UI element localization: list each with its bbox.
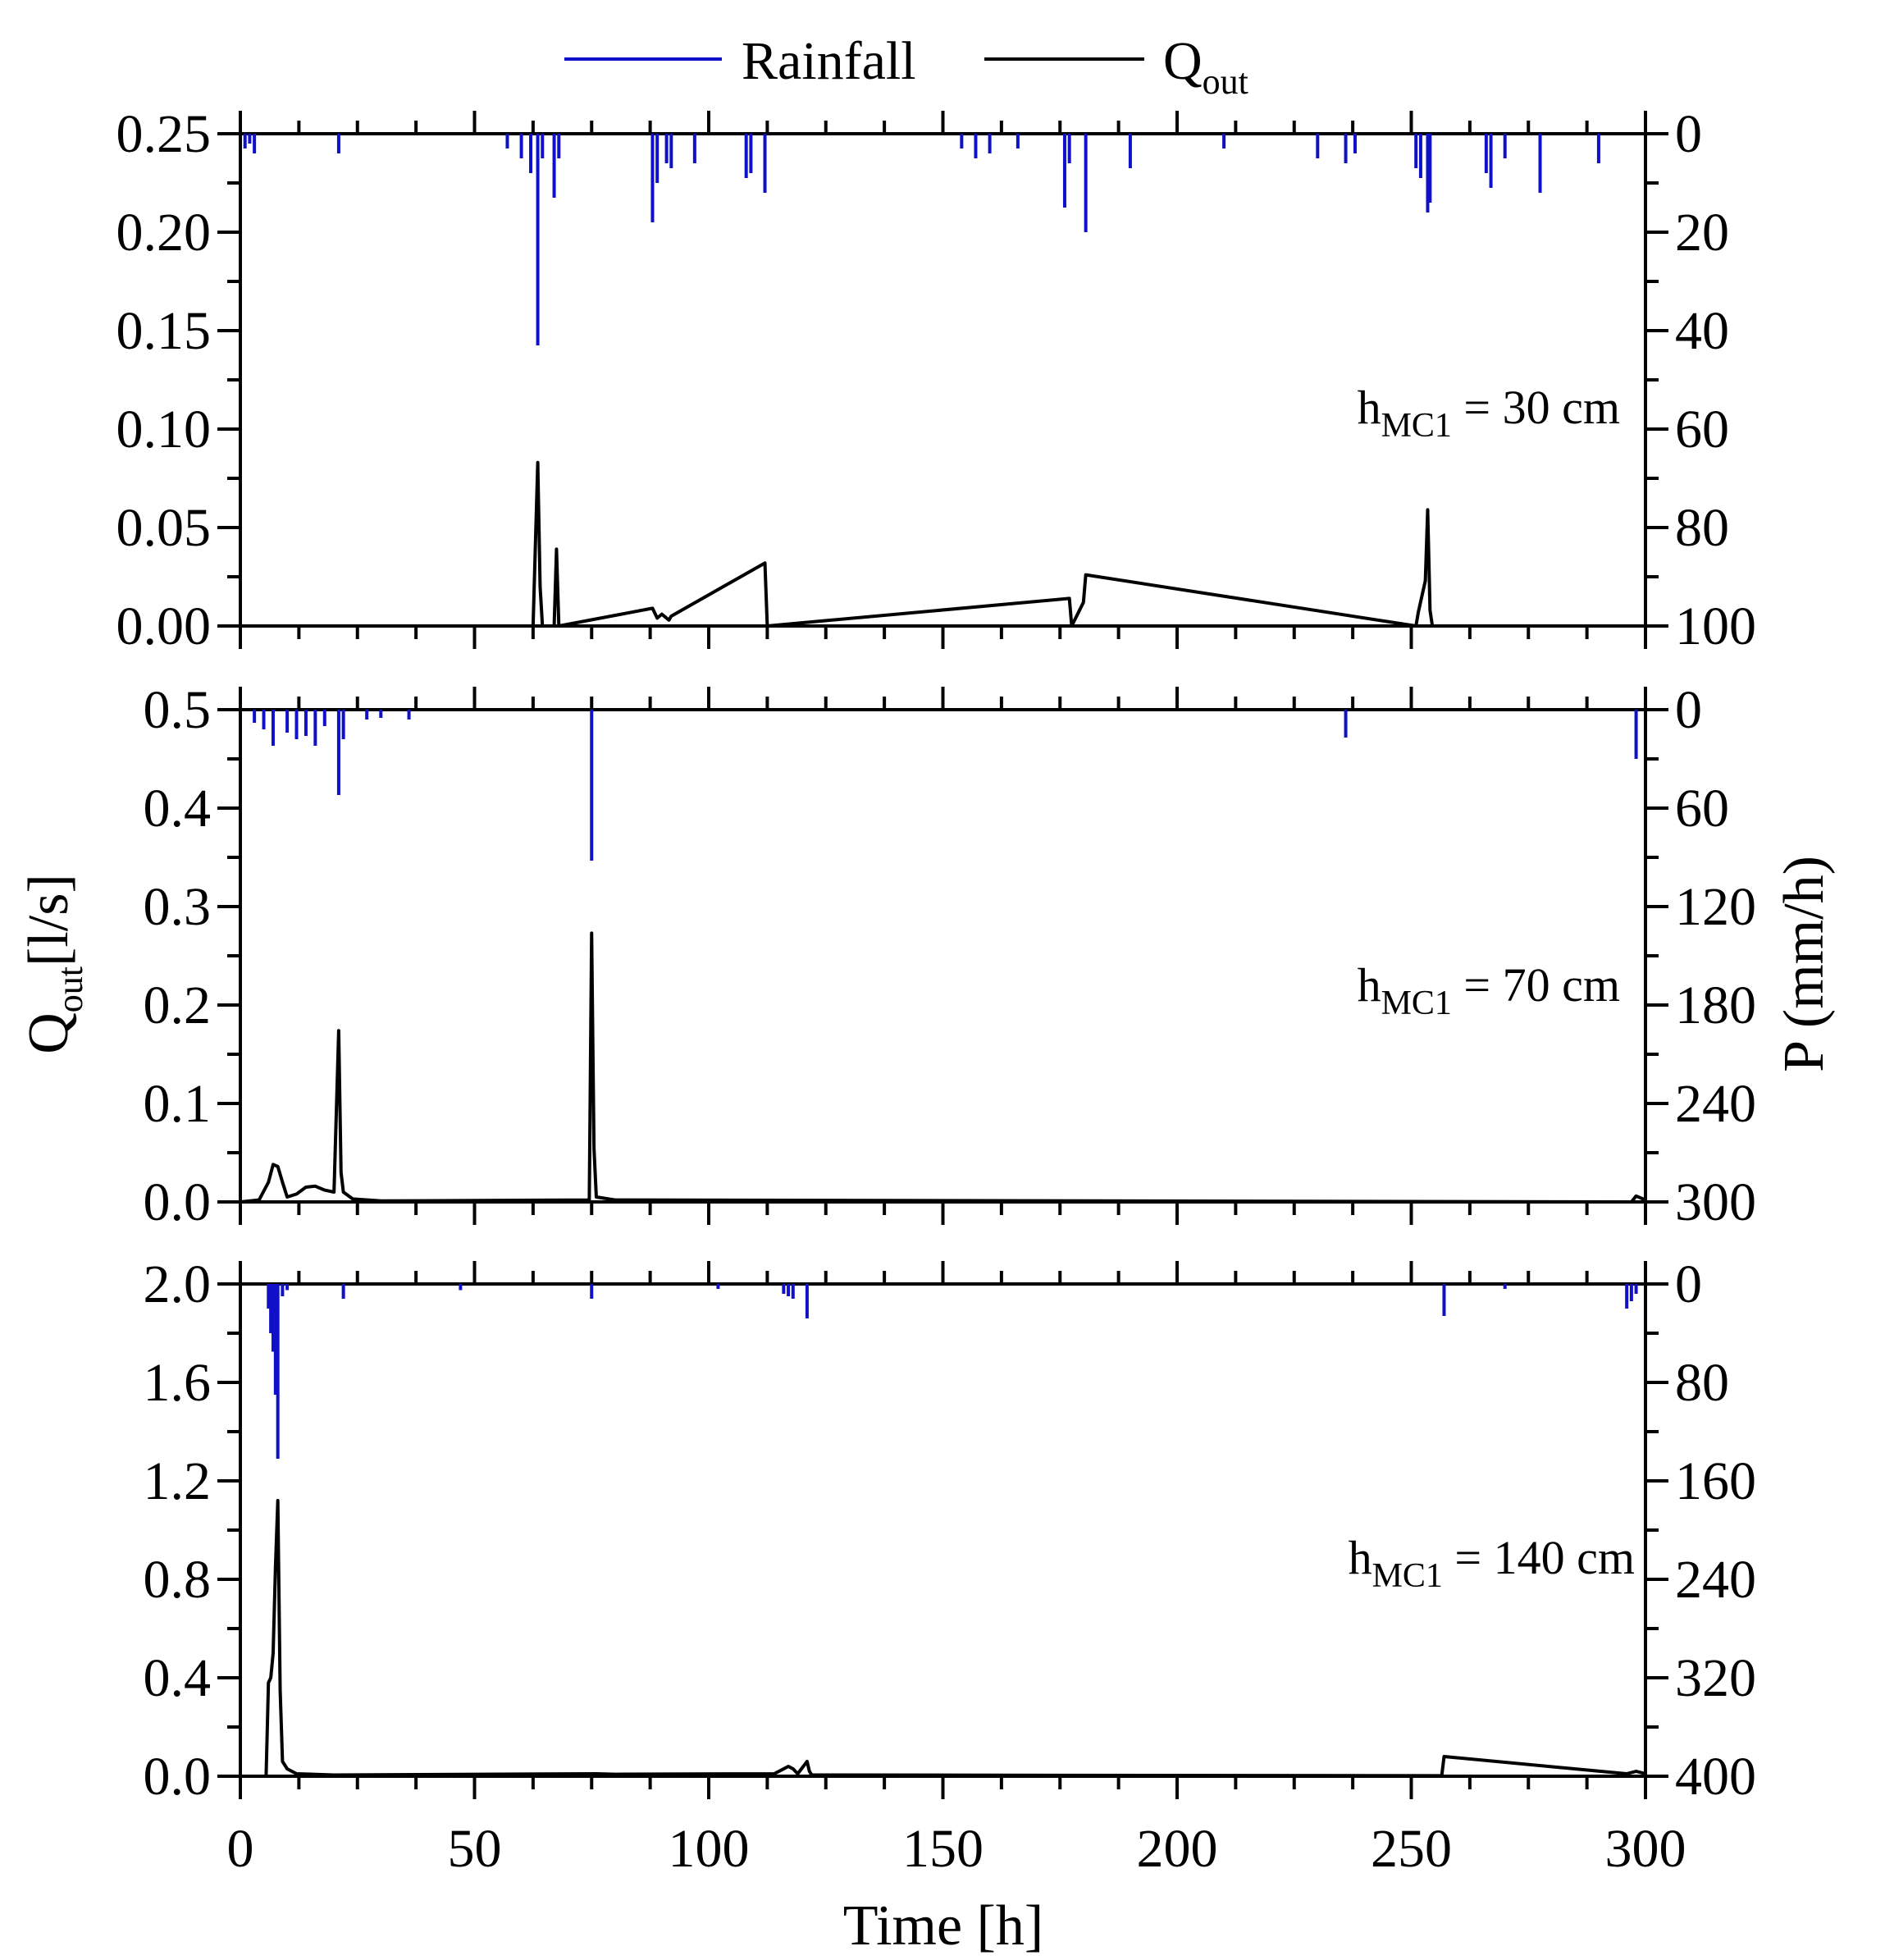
panel-top: 0.25 0.20 0.15 0.10 0.05 0.00 0 20 40 60 80 100 bbox=[116, 104, 1757, 656]
panel-top-annotation-sub: MC1 bbox=[1381, 407, 1452, 445]
middle-y-left-tick-label: 0.4 bbox=[144, 779, 212, 838]
middle-y-right-tick-label: 60 bbox=[1675, 779, 1729, 838]
y-axis-left-title-main: Q bbox=[17, 1012, 80, 1054]
top-y-right-tick-label: 60 bbox=[1675, 400, 1729, 459]
x-tick-label: 200 bbox=[1137, 1819, 1218, 1879]
middle-y-left-tick-label: 0.5 bbox=[144, 680, 212, 740]
middle-y-right-tick-label: 180 bbox=[1675, 975, 1756, 1035]
y-axis-left-title-sub: out bbox=[50, 966, 90, 1012]
panel-middle: 0.5 0.4 0.3 0.2 0.1 0.0 0 60 120 180 240 300 bbox=[144, 680, 1757, 1232]
panel-middle-annotation: hMC1 = 70 cm bbox=[1358, 958, 1620, 1022]
middle-y-left-tick-label: 0.0 bbox=[144, 1172, 212, 1232]
panel-bottom-annotation-rest: = 140 cm bbox=[1443, 1531, 1635, 1584]
bottom-qout-line bbox=[240, 1499, 1647, 1778]
middle-y-left-tick-label: 0.2 bbox=[144, 975, 212, 1035]
top-y-left-tick-label: 0.10 bbox=[116, 400, 212, 459]
top-y-right-tick-label: 100 bbox=[1675, 596, 1756, 656]
x-tick-label: 250 bbox=[1371, 1819, 1452, 1879]
bottom-y-right-tick-label: 0 bbox=[1675, 1254, 1702, 1314]
panel-bottom-annotation-sub: MC1 bbox=[1372, 1557, 1443, 1595]
panel-top-annotation: hMC1 = 30 cm bbox=[1358, 381, 1620, 445]
panel-top-annotation-rest: = 30 cm bbox=[1452, 381, 1620, 434]
middle-qout-line bbox=[240, 931, 1647, 1204]
y-axis-left-title: Qout[l/s] bbox=[17, 874, 90, 1054]
x-tick-label: 150 bbox=[902, 1819, 984, 1879]
bottom-y-left-tick-label: 0.8 bbox=[144, 1550, 212, 1610]
middle-y-right-tick-label: 240 bbox=[1675, 1074, 1756, 1134]
middle-y-left-tick-label: 0.1 bbox=[144, 1074, 212, 1134]
bottom-y-left-tick-label: 0.0 bbox=[144, 1747, 212, 1807]
y-axis-left-title-unit: [l/s] bbox=[17, 874, 80, 966]
middle-y-right-tick-label: 120 bbox=[1675, 877, 1756, 937]
legend-qout-label: Qout bbox=[1163, 31, 1248, 102]
panel-middle-annotation-rest: = 70 cm bbox=[1452, 958, 1620, 1012]
x-tick-label: 0 bbox=[227, 1819, 254, 1879]
middle-y-right-tick-label: 300 bbox=[1675, 1172, 1756, 1232]
panel-bottom-annotation: hMC1 = 140 cm bbox=[1349, 1531, 1635, 1595]
bottom-y-left-tick-label: 1.2 bbox=[144, 1451, 212, 1511]
x-tick-label: 50 bbox=[448, 1819, 502, 1879]
x-axis-title: Time [h] bbox=[843, 1894, 1043, 1958]
y-axis-right-title: P (mm/h) bbox=[1773, 856, 1836, 1072]
legend-qout-main: Q bbox=[1163, 31, 1203, 91]
top-y-right-tick-label: 20 bbox=[1675, 203, 1729, 263]
top-y-right-tick-label: 40 bbox=[1675, 301, 1729, 361]
legend: Rainfall Qout bbox=[564, 31, 1248, 102]
bottom-y-right-tick-label: 320 bbox=[1675, 1648, 1756, 1708]
top-y-left-tick-label: 0.25 bbox=[116, 104, 212, 164]
middle-y-right-tick-label: 0 bbox=[1675, 680, 1702, 740]
top-y-right-tick-label: 0 bbox=[1675, 104, 1702, 164]
top-qout-line bbox=[240, 460, 1645, 628]
middle-y-left-tick-label: 0.3 bbox=[144, 877, 212, 937]
bottom-y-right-tick-label: 240 bbox=[1675, 1550, 1756, 1610]
panel-middle-annotation-h: h bbox=[1358, 958, 1381, 1012]
top-y-right-tick-label: 80 bbox=[1675, 498, 1729, 558]
x-tick-label: 300 bbox=[1605, 1819, 1686, 1879]
bottom-y-left-tick-label: 0.4 bbox=[144, 1648, 212, 1708]
bottom-y-left-tick-label: 2.0 bbox=[144, 1254, 212, 1314]
panel-bottom: 2.0 1.6 1.2 0.8 0.4 0.0 0 80 160 240 320 400 bbox=[144, 1254, 1757, 1807]
legend-qout-sub: out bbox=[1203, 62, 1248, 102]
top-y-left-tick-label: 0.05 bbox=[116, 498, 212, 558]
panel-bottom-annotation-h: h bbox=[1349, 1531, 1372, 1584]
top-y-left-tick-label: 0.15 bbox=[116, 301, 212, 361]
top-y-left-tick-label: 0.20 bbox=[116, 203, 212, 263]
bottom-y-right-tick-label: 160 bbox=[1675, 1451, 1756, 1511]
panel-middle-annotation-sub: MC1 bbox=[1381, 985, 1452, 1022]
x-tick-label: 100 bbox=[669, 1819, 750, 1879]
bottom-y-right-tick-label: 80 bbox=[1675, 1353, 1729, 1413]
top-y-left-tick-label: 0.00 bbox=[116, 596, 212, 656]
legend-rainfall-label: Rainfall bbox=[742, 31, 916, 91]
bottom-y-left-tick-label: 1.6 bbox=[144, 1353, 212, 1413]
panel-top-annotation-h: h bbox=[1358, 381, 1381, 434]
bottom-y-right-tick-label: 400 bbox=[1675, 1747, 1756, 1807]
